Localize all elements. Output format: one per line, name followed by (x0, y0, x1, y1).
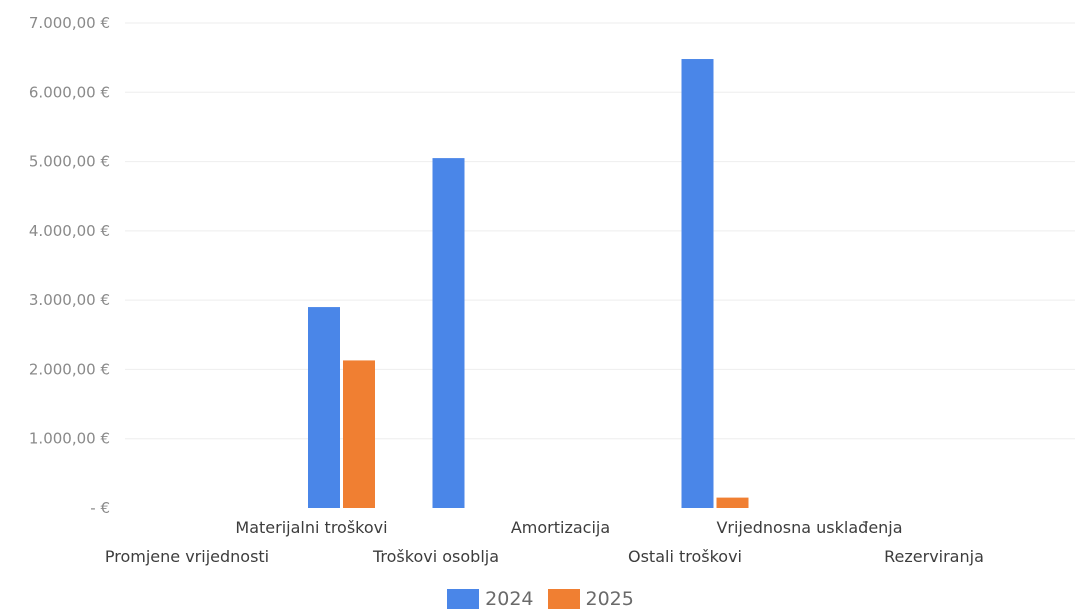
legend-swatch-2024 (447, 589, 480, 609)
y-tick-label: 6.000,00 € (29, 83, 110, 101)
legend-label-2024: 2024 (485, 588, 534, 610)
category-label: Promjene vrijednosti (105, 547, 269, 566)
y-tick-label: 3.000,00 € (29, 291, 110, 309)
legend-item-2025: 2025 (547, 588, 634, 610)
y-tick-label: 5.000,00 € (29, 153, 110, 171)
y-tick-label: - € (90, 499, 110, 517)
y-tick-label: 2.000,00 € (29, 360, 110, 378)
category-label: Ostali troškovi (628, 547, 742, 566)
bar-2025-1 (343, 360, 375, 508)
legend-item-2024: 2024 (447, 588, 534, 610)
y-axis-ticks: - € 1.000,00 € 2.000,00 € 3.000,00 € 4.000,0… (29, 14, 110, 517)
y-tick-label: 7.000,00 € (29, 14, 110, 32)
x-axis-categories: Promjene vrijednosti Materijalni troškovi… (105, 518, 984, 566)
category-label: Amortizacija (511, 518, 610, 537)
bar-2024-1 (308, 307, 340, 508)
bar-2025-4 (716, 497, 749, 508)
category-label: Troškovi osoblja (372, 547, 499, 566)
category-label: Vrijednosna usklađenja (716, 518, 902, 537)
bar-2024-4 (681, 59, 714, 509)
y-tick-label: 4.000,00 € (29, 222, 110, 240)
legend-swatch-2025 (547, 589, 580, 609)
bar-2024-2 (432, 158, 465, 508)
gridlines (125, 22, 1075, 440)
legend-label-2025: 2025 (585, 588, 634, 610)
bars (308, 59, 749, 509)
y-tick-label: 1.000,00 € (29, 430, 110, 448)
category-label: Rezerviranja (884, 547, 984, 566)
category-label: Materijalni troškovi (235, 518, 387, 537)
legend: 2024 2025 (0, 588, 1081, 610)
